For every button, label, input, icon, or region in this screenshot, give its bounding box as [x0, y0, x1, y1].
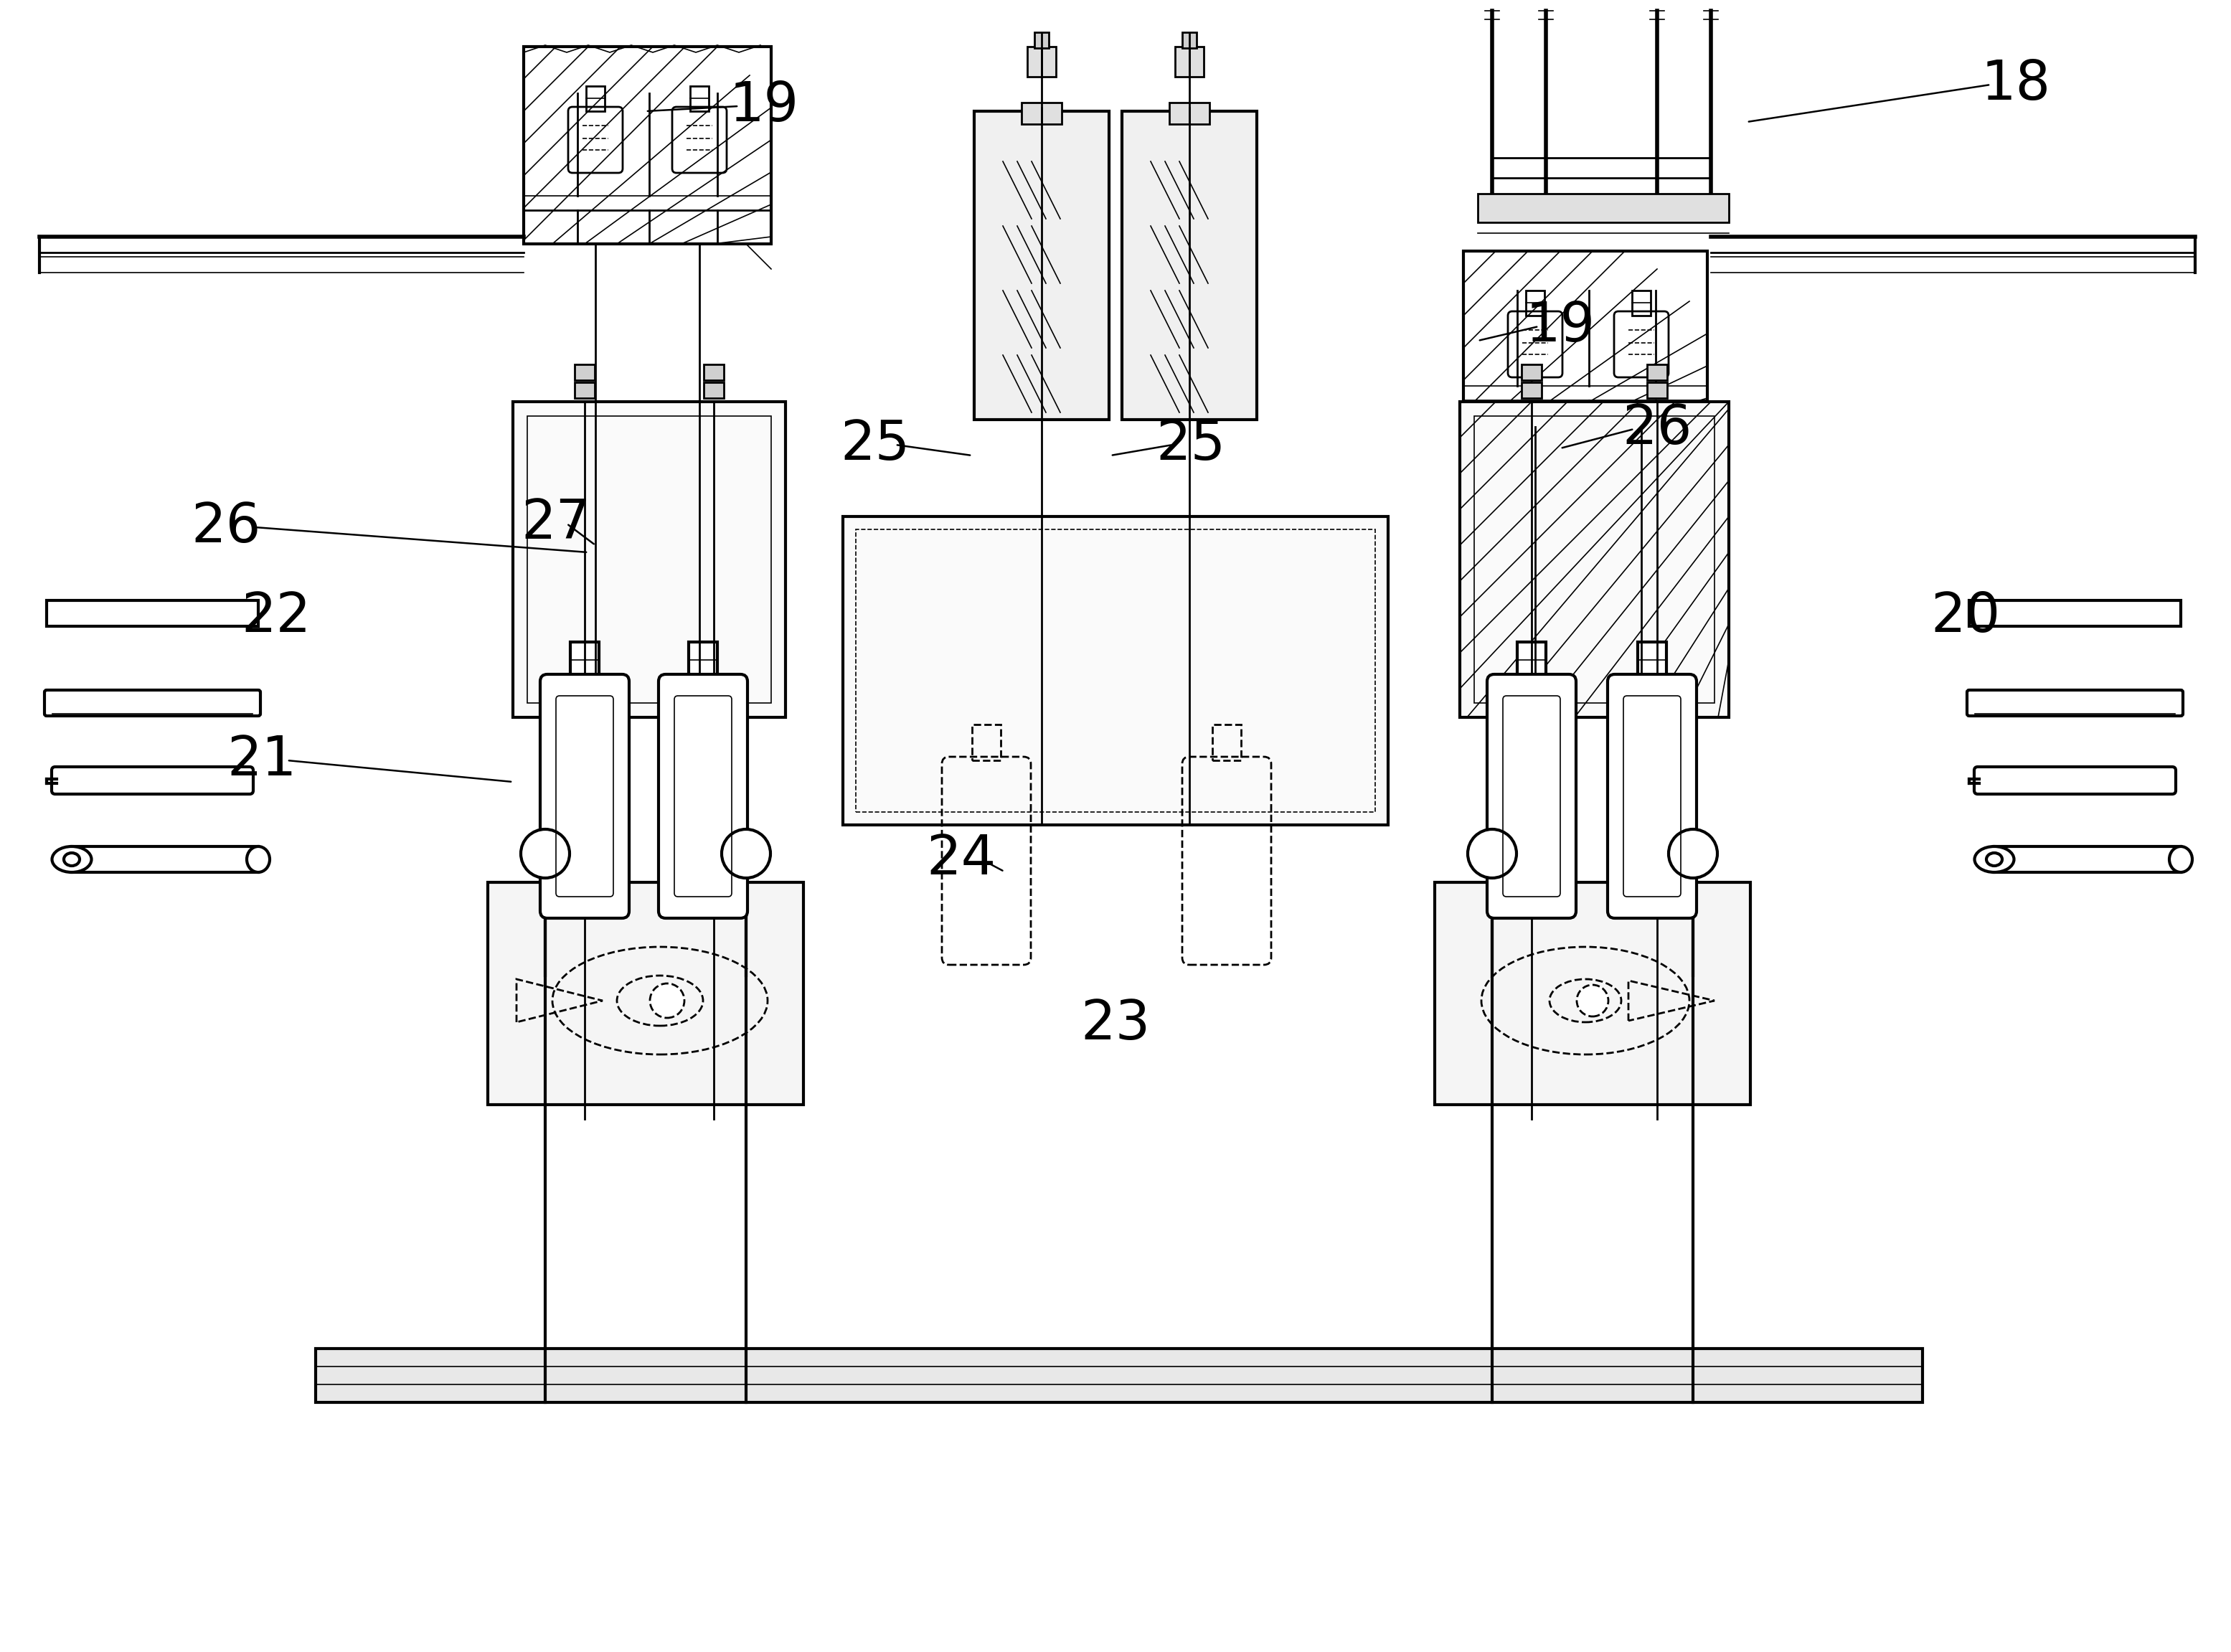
Bar	[692, 717, 707, 733]
Text: 25: 25	[1156, 418, 1225, 471]
Text: 26: 26	[1622, 403, 1691, 456]
Bar	[1526, 291, 1544, 316]
Ellipse shape	[2169, 846, 2193, 872]
FancyBboxPatch shape	[1609, 674, 1696, 919]
Bar	[1176, 46, 1205, 76]
Bar	[1526, 704, 1544, 717]
Text: 18: 18	[1981, 58, 2050, 111]
Circle shape	[649, 983, 685, 1018]
Bar	[1211, 725, 1240, 760]
Text: 20: 20	[1930, 590, 2001, 643]
Bar	[857, 529, 1374, 813]
Ellipse shape	[65, 852, 80, 866]
Bar	[1182, 33, 1196, 48]
Bar	[1633, 717, 1651, 733]
Bar	[47, 600, 259, 626]
Bar	[489, 882, 803, 1105]
FancyBboxPatch shape	[1488, 674, 1575, 919]
Bar	[1646, 382, 1667, 398]
Bar	[1464, 251, 1707, 426]
Bar	[587, 86, 605, 111]
Bar	[1022, 102, 1062, 124]
Bar	[1477, 193, 1729, 223]
Text: 19: 19	[730, 79, 799, 132]
Bar	[576, 382, 596, 398]
Bar	[692, 704, 707, 717]
Bar	[1638, 643, 1667, 677]
Bar	[703, 382, 723, 398]
Bar	[1646, 365, 1667, 380]
Bar	[1459, 401, 1729, 717]
Bar	[571, 643, 598, 677]
Text: 22: 22	[241, 590, 310, 643]
Circle shape	[721, 829, 770, 877]
Circle shape	[1468, 829, 1517, 877]
Bar	[689, 643, 718, 677]
Bar	[1035, 33, 1049, 48]
Ellipse shape	[248, 846, 270, 872]
Bar	[1522, 365, 1542, 380]
Bar	[576, 365, 596, 380]
FancyBboxPatch shape	[540, 674, 629, 919]
Bar	[1526, 717, 1544, 733]
Bar	[973, 725, 1002, 760]
Bar	[513, 401, 785, 717]
Bar	[1522, 382, 1542, 398]
Ellipse shape	[1986, 852, 2001, 866]
Bar	[1970, 600, 2180, 626]
FancyBboxPatch shape	[658, 674, 747, 919]
Ellipse shape	[51, 846, 91, 872]
Bar	[1475, 416, 1713, 704]
Circle shape	[1669, 829, 1718, 877]
Bar	[587, 717, 605, 733]
Circle shape	[520, 829, 569, 877]
Text: 27: 27	[522, 497, 591, 550]
Text: 23: 23	[1080, 998, 1151, 1051]
Bar	[975, 111, 1109, 420]
Bar	[689, 86, 709, 111]
Text: 19: 19	[1526, 301, 1595, 354]
Bar	[1435, 882, 1751, 1105]
Text: 25: 25	[841, 418, 910, 471]
Bar	[1122, 111, 1256, 420]
Ellipse shape	[1974, 846, 2015, 872]
Bar	[587, 704, 605, 717]
Text: 24: 24	[926, 833, 997, 885]
Bar	[1026, 46, 1055, 76]
Bar	[1169, 102, 1209, 124]
Bar	[703, 365, 723, 380]
Bar	[1517, 643, 1546, 677]
Bar	[843, 517, 1388, 824]
Bar	[524, 46, 772, 244]
Bar	[1633, 704, 1651, 717]
Bar	[527, 416, 772, 704]
Text: 26: 26	[192, 501, 261, 553]
Text: 21: 21	[228, 733, 297, 786]
Bar	[1633, 291, 1651, 316]
Circle shape	[1577, 985, 1609, 1016]
Bar	[315, 1348, 1923, 1403]
